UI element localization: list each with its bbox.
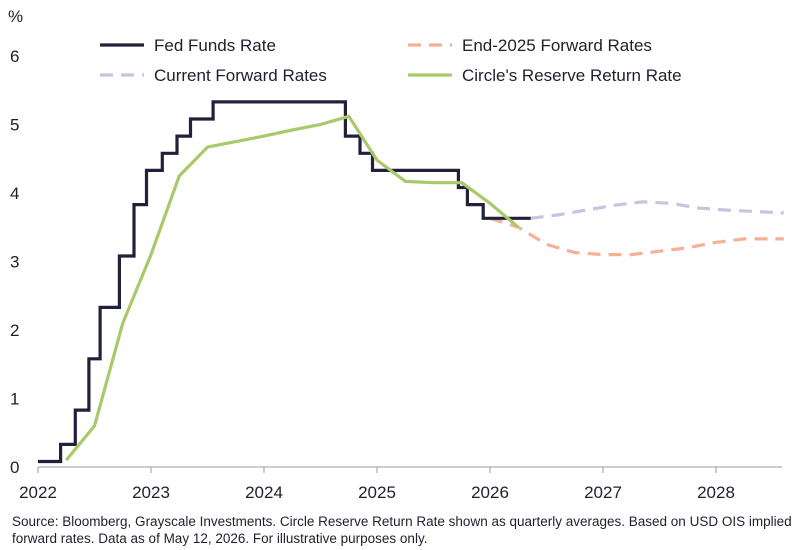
x-tick-label: 2022: [19, 483, 57, 502]
y-tick-label: 1: [10, 390, 19, 409]
series-line-circle-s-reserve-return-rate: [65, 114, 520, 462]
legend-label: End-2025 Forward Rates: [462, 36, 652, 55]
y-tick-label: 4: [10, 184, 19, 203]
series-line-end-2025-forward-rates: [489, 216, 784, 257]
series-lines: [38, 100, 784, 464]
x-tick-label: 2026: [471, 483, 509, 502]
rates-chart: % 0 1 2 3 4 5 6 2022 2023 2024 2025 2026 2027 2028 F…: [8, 7, 784, 502]
y-axis-ticks: 0 1 2 3 4 5 6: [10, 47, 19, 477]
x-tick-label: 2024: [245, 483, 283, 502]
y-tick-label: 6: [10, 47, 19, 66]
y-tick-label: 0: [10, 458, 19, 477]
series-line-current-forward-rates: [530, 200, 784, 220]
legend-label: Circle's Reserve Return Rate: [462, 66, 682, 85]
y-axis-unit-label: %: [8, 7, 23, 26]
series-line-fed-funds-rate: [38, 100, 531, 464]
x-tick-label: 2027: [584, 483, 622, 502]
source-footnote: Source: Bloomberg, Grayscale Investments…: [12, 514, 792, 546]
x-tick-label: 2023: [132, 483, 170, 502]
y-tick-label: 2: [10, 321, 19, 340]
legend: Fed Funds Rate End-2025 Forward Rates Curr…: [100, 36, 682, 85]
x-tick-label: 2028: [697, 483, 735, 502]
legend-label: Current Forward Rates: [154, 66, 327, 85]
x-axis-ticks: 2022 2023 2024 2025 2026 2027 2028: [19, 467, 735, 502]
y-tick-label: 3: [10, 253, 19, 272]
legend-label: Fed Funds Rate: [154, 36, 276, 55]
y-tick-label: 5: [10, 116, 19, 135]
x-tick-label: 2025: [358, 483, 396, 502]
